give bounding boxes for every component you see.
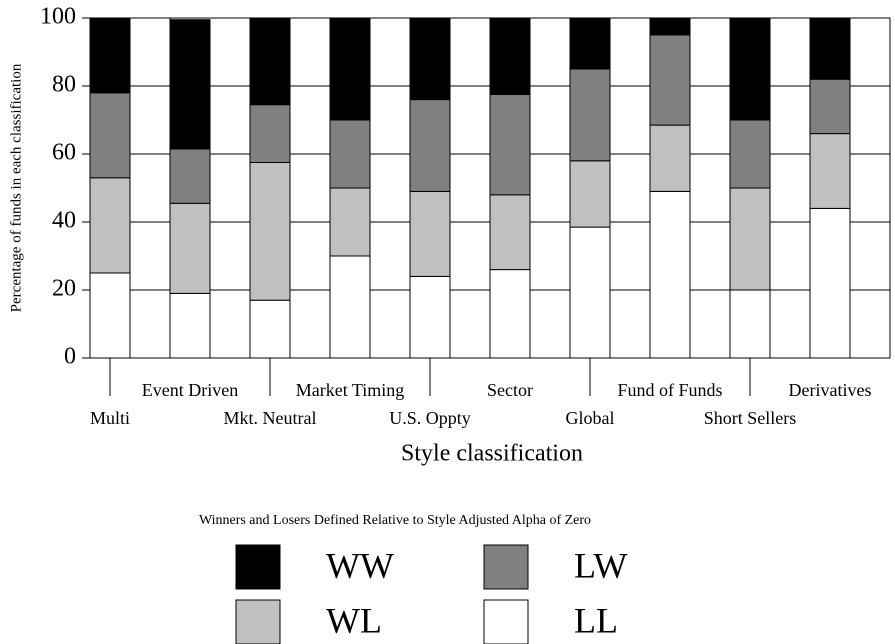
x-tick-label: U.S. Oppty xyxy=(389,408,471,428)
bar-segment xyxy=(409,99,451,192)
x-tick-label: Mkt. Neutral xyxy=(224,408,317,428)
x-axis-label: Style classification xyxy=(401,441,583,467)
bar-segment xyxy=(809,78,851,135)
x-tick-label: Fund of Funds xyxy=(617,380,722,400)
x-tick-label: Sector xyxy=(487,380,533,400)
bar-segment xyxy=(729,289,771,359)
bar-segment xyxy=(649,124,691,192)
bar-segment xyxy=(809,133,851,209)
x-tick-label: Global xyxy=(566,408,615,428)
y-tick-label: 80 xyxy=(52,72,76,98)
bar-segment xyxy=(249,162,291,301)
x-tick-label: Derivatives xyxy=(789,380,872,400)
bar-segment xyxy=(809,17,851,80)
bar-segment xyxy=(569,68,611,162)
bar-segment xyxy=(249,17,291,106)
x-tick-label: Event Driven xyxy=(142,380,238,400)
y-tick-label: 20 xyxy=(52,276,76,302)
bar-segment xyxy=(489,17,531,95)
y-tick-label: 40 xyxy=(52,208,76,234)
bar-segment xyxy=(249,104,291,163)
bar-segment xyxy=(649,34,691,126)
bar-segment xyxy=(489,194,531,271)
bar-segment xyxy=(169,202,211,294)
legend-swatch xyxy=(483,599,529,644)
bar-segment xyxy=(329,17,371,121)
x-tick-label: Multi xyxy=(90,408,130,428)
x-tick-label: Short Sellers xyxy=(704,408,797,428)
legend-label: LL xyxy=(574,600,618,640)
y-tick-label: 60 xyxy=(52,140,76,166)
bar-segment xyxy=(169,19,211,150)
legend-label: WL xyxy=(326,600,382,640)
x-tick-label: Market Timing xyxy=(296,380,405,400)
bar-segment xyxy=(89,177,131,274)
bar-segment xyxy=(89,272,131,359)
bar-segment xyxy=(409,190,451,277)
bar-segment xyxy=(569,17,611,70)
bar-segment xyxy=(729,17,771,121)
legend-label: LW xyxy=(574,545,627,585)
bar-segment xyxy=(329,255,371,359)
bar-segment xyxy=(729,119,771,189)
bar-segment xyxy=(569,226,611,359)
y-tick-label: 100 xyxy=(40,4,76,30)
legend-swatch xyxy=(235,599,281,644)
bar-segment xyxy=(329,119,371,189)
legend-swatch xyxy=(235,544,281,590)
bar-segment xyxy=(89,92,131,179)
bar-segment xyxy=(409,275,451,359)
bar-segment xyxy=(329,187,371,257)
bar-segment xyxy=(89,17,131,94)
y-axis-label: Percentage of funds in each classificati… xyxy=(8,63,24,312)
bar-segment xyxy=(169,292,211,359)
bar-segment xyxy=(569,160,611,228)
legend-swatch xyxy=(483,544,529,590)
bar-segment xyxy=(489,94,531,196)
bar-segment xyxy=(489,269,531,359)
legend-label: WW xyxy=(326,545,394,585)
bar-segment xyxy=(649,190,691,359)
bar-segment xyxy=(809,207,851,359)
bar-segment xyxy=(249,299,291,359)
bar-segment xyxy=(649,17,691,36)
bar-segment xyxy=(729,187,771,291)
legend-title: Winners and Losers Defined Relative to S… xyxy=(199,513,591,528)
y-tick-label: 0 xyxy=(64,344,76,370)
bar-segment xyxy=(409,17,451,101)
bar-segment xyxy=(169,148,211,204)
